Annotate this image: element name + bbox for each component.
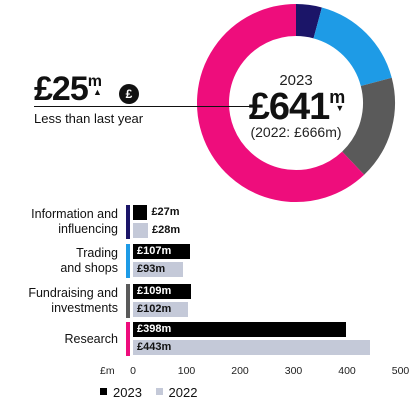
donut-chart [197,4,395,202]
leader-line [34,106,252,107]
decrease-arrow-icon: ▲ [92,87,102,97]
bar-2023 [133,205,148,220]
bar-label-2023: £107m [137,245,172,257]
legend-swatch-2023 [100,388,107,395]
category-color-bar [126,284,130,318]
bar-2023 [133,322,346,337]
change-amount: £25m▲ [34,70,102,109]
legend-swatch-2022 [155,388,163,395]
legend: 2023 2022 [100,385,197,400]
pound-coin-icon: £ [119,84,139,104]
bar-label-2023: £398m [137,323,172,335]
donut-slice-2 [341,77,395,175]
category-color-bar [126,205,130,239]
change-description: Less than last year [34,111,144,126]
legend-label-2022: 2022 [168,385,198,400]
bar-label-2023: £27m [151,206,180,218]
donut-slice-0 [295,4,322,39]
category-label: Information and influencing [31,207,118,236]
category-label: Fundraising and investments [28,286,118,315]
total-decrease-arrow-icon: ▼ [335,103,344,113]
bar-label-2022: £443m [137,341,172,353]
category-label: Trading and shops [60,246,118,275]
previous-year-total: (2022: £666m) [250,124,342,140]
bar-2022 [133,262,183,277]
bar-label-2022: £102m [137,303,172,315]
donut-slice-1 [312,7,392,87]
bar-2022 [133,302,188,317]
total-amount: £641m▼ [226,86,366,129]
x-tick-label: 0 [130,365,136,377]
x-axis-unit: £m [100,365,115,377]
donut-slice-3 [197,4,365,202]
category-color-bar [126,244,130,278]
bar-label-2022: £28m [151,224,181,236]
legend-label-2023: 2023 [113,385,142,400]
donut-year: 2023 [279,72,313,89]
x-tick-label: 100 [177,365,196,377]
x-tick-label: 300 [284,365,303,377]
total-value: £641 [248,86,331,128]
x-tick-label: 200 [231,365,249,377]
bar-2022 [133,340,370,355]
x-tick-label: 500 [391,365,410,377]
bar-2023 [133,244,191,259]
change-value: £25 [34,70,89,108]
bar-2023 [133,284,192,299]
bar-label-2023: £109m [137,285,172,297]
bar-label-2022: £93m [137,263,166,275]
bar-2022 [133,223,148,238]
change-unit: m [87,73,102,90]
total-unit: m [329,87,346,107]
category-label: Research [64,331,119,346]
category-color-bar [126,322,130,356]
x-tick-label: 400 [338,365,356,377]
